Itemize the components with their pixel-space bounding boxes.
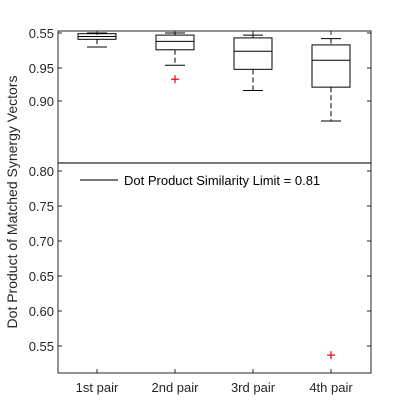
boxes — [77, 32, 351, 360]
x-tick-label: 4th pair — [309, 380, 353, 395]
y-axis-title: Dot Product of Matched Synergy Vectors — [4, 76, 20, 329]
y-tick-label: 0.95 — [29, 61, 54, 76]
box-body — [155, 34, 195, 51]
box-body — [233, 37, 273, 70]
box-1 — [77, 32, 117, 48]
y-tick-label: 0.80 — [29, 164, 54, 179]
legend-label: Dot Product Similarity Limit = 0.81 — [124, 173, 320, 188]
x-tick-label: 3rd pair — [231, 380, 276, 395]
box-3 — [233, 34, 273, 91]
x-axis: 1st pair 2nd pair 3rd pair 4th pair — [76, 31, 353, 395]
box-body — [311, 44, 351, 88]
y-tick-label: 0.55 — [29, 26, 54, 41]
x-tick-label: 1st pair — [76, 380, 119, 395]
y-tick-label: 0.70 — [29, 234, 54, 249]
y-tick-label: 0.60 — [29, 304, 54, 319]
x-tick-label: 2nd pair — [152, 380, 200, 395]
legend: Dot Product Similarity Limit = 0.81 — [80, 173, 320, 188]
y-tick-label: 0.55 — [29, 339, 54, 354]
y-tick-label: 0.75 — [29, 199, 54, 214]
y-tick-label: 0.90 — [29, 94, 54, 109]
plot-area — [57, 30, 372, 374]
y-axis: 0.55 0.95 0.90 0.80 0.75 0.70 0.65 0.60 0.55 — [29, 26, 371, 354]
box-2 — [155, 32, 195, 84]
y-tick-label: 0.65 — [29, 269, 54, 284]
box-4 — [311, 38, 351, 360]
